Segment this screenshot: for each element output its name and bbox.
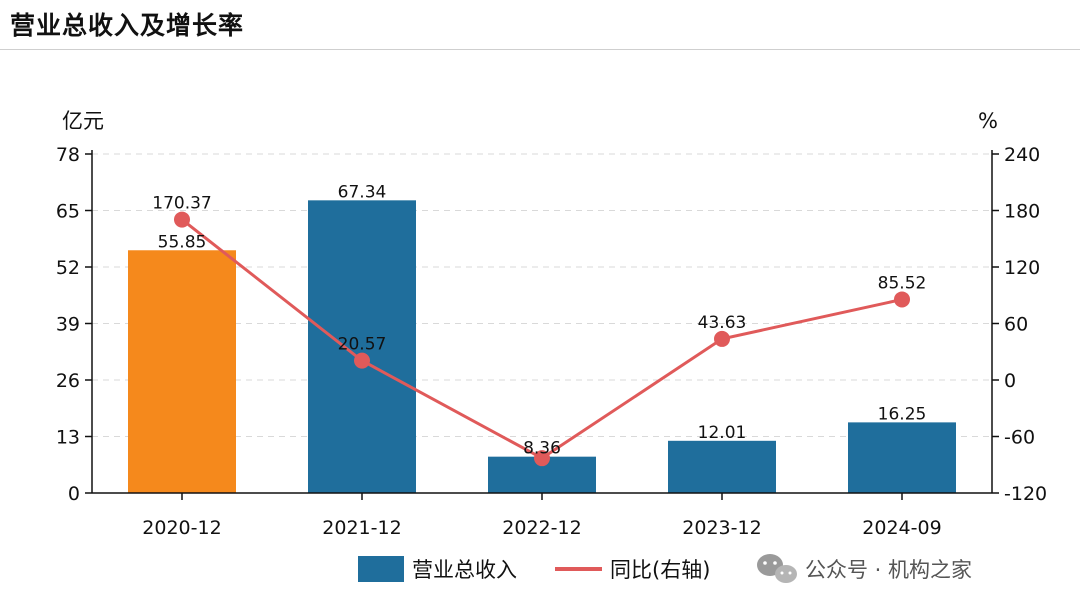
yoy-point-2022-12 — [534, 450, 550, 467]
bar-value-label: 12.01 — [698, 423, 747, 443]
legend: 营业总收入 同比(右轴) — [358, 556, 710, 582]
right-tick-label: 120 — [1004, 257, 1040, 279]
watermark-text: 公众号 · 机构之家 — [805, 558, 972, 582]
right-tick-label: 180 — [1004, 201, 1040, 223]
legend-label-yoy: 同比(右轴) — [610, 558, 710, 582]
wechat-icon — [757, 554, 797, 583]
bar-value-label: 55.85 — [158, 232, 207, 252]
left-tick-label: 39 — [56, 314, 80, 336]
x-tick-label-2020-12: 2020-12 — [142, 517, 221, 539]
bar-value-label: 67.34 — [338, 182, 387, 202]
bar-2021-12 — [308, 200, 416, 493]
left-tick-label: 78 — [56, 144, 80, 166]
left-tick-label: 13 — [56, 427, 80, 449]
line-layer — [174, 211, 910, 467]
right-tick-label: 0 — [1004, 370, 1016, 392]
right-tick-label: 60 — [1004, 314, 1028, 336]
yoy-line — [181, 218, 903, 460]
x-tick-label-2024-09: 2024-09 — [862, 517, 941, 539]
bar-2023-12 — [668, 440, 776, 493]
left-tick-label: 52 — [56, 257, 80, 279]
bar-2020-12 — [128, 250, 236, 493]
yoy-value-label: 85.52 — [878, 273, 927, 293]
grid-layer — [92, 153, 992, 437]
bar-2024-09 — [848, 422, 956, 493]
axis-layer: 0 13 26 39 52 65 78 -120 -60 0 60 120 180 240 2020-12 2… — [56, 144, 1047, 539]
left-tick-label: 65 — [56, 201, 80, 223]
x-tick-label-2023-12: 2023-12 — [682, 517, 761, 539]
yoy-point-2021-12 — [354, 352, 370, 369]
bar-value-label: 16.25 — [878, 404, 927, 424]
right-tick-label: -60 — [1004, 427, 1035, 449]
header-divider — [0, 49, 1080, 50]
chart-header: 营业总收入及增长率 — [0, 0, 1080, 50]
chart-title: 营业总收入及增长率 — [10, 11, 245, 40]
yoy-value-label: 170.37 — [152, 194, 211, 214]
yoy-value-label: 43.63 — [698, 313, 747, 333]
right-tick-label: 240 — [1004, 144, 1040, 166]
yoy-point-2020-12 — [174, 211, 190, 228]
yoy-point-2024-09 — [894, 291, 910, 308]
legend-label-revenue: 营业总收入 — [412, 558, 517, 582]
label-layer: 55.85 67.34 8.36 12.01 16.25 170.37 20.57 43.63… — [152, 182, 926, 458]
yoy-point-2023-12 — [714, 330, 730, 347]
x-tick-label-2021-12: 2021-12 — [322, 517, 401, 539]
right-axis-unit: % — [978, 109, 998, 133]
right-tick-label: -120 — [1004, 483, 1047, 505]
left-axis-unit: 亿元 — [62, 109, 104, 133]
left-tick-label: 0 — [68, 483, 80, 505]
watermark: 公众号 · 机构之家 — [757, 554, 972, 583]
left-tick-label: 26 — [56, 370, 80, 392]
x-tick-label-2022-12: 2022-12 — [502, 517, 581, 539]
yoy-value-label: 20.57 — [338, 335, 387, 355]
legend-swatch-revenue — [358, 556, 404, 582]
bar-value-label: 8.36 — [523, 439, 561, 459]
